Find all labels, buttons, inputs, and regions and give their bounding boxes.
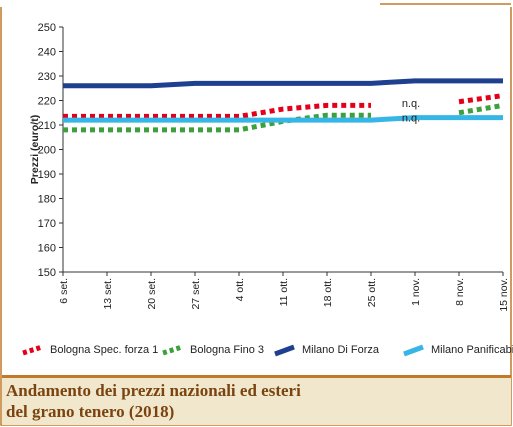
- y-tick-label: 160: [38, 243, 56, 255]
- title-line-1: Andamento dei prezzi nazionali ed esteri: [6, 381, 301, 400]
- line-chart: Prezzi (euro/t) 150 160 170 180 190 200 210 220…: [29, 22, 510, 312]
- legend-label: Bologna Fino 3: [190, 344, 264, 356]
- x-tick-label: 20 set.: [146, 278, 158, 310]
- legend-swatch: [274, 344, 295, 357]
- x-tick-label: 15 nov.: [498, 278, 510, 312]
- legend-label: Milano Di Forza: [302, 344, 380, 356]
- series-0-line: [63, 93, 504, 119]
- legend-label: Milano Panificabile: [431, 344, 513, 356]
- x-tick-label: 6 set.: [58, 278, 70, 304]
- y-tick-label: 190: [38, 169, 56, 181]
- chart-title: Andamento dei prezzi nazionali ed esteri…: [2, 375, 511, 425]
- series-line-segment: [63, 78, 503, 89]
- x-tick-label: 4 ott.: [234, 278, 246, 301]
- legend-swatch: [162, 344, 183, 356]
- y-tick-label: 180: [38, 194, 56, 206]
- x-tick-label: 27 set.: [190, 278, 202, 310]
- y-axis-label: Prezzi (euro/t): [29, 115, 41, 184]
- legend-swatch: [403, 344, 424, 357]
- x-tick-label: 25 ott.: [366, 278, 378, 307]
- y-tick-label: 210: [38, 120, 56, 132]
- legend-label: Bologna Spec. forza 1: [50, 344, 159, 356]
- legend-swatch: [22, 344, 43, 356]
- series-1-line: [63, 102, 504, 133]
- series-3-line: [63, 115, 503, 123]
- series-line-segment: [63, 112, 371, 133]
- x-tick-label: 8 nov.: [454, 278, 466, 306]
- x-tick-label: 1 nov.: [410, 278, 422, 306]
- series-line-segment: [63, 102, 371, 119]
- y-tick-label: 170: [38, 218, 56, 230]
- y-tick-label: 230: [38, 71, 56, 83]
- y-tick-label: 150: [38, 267, 56, 279]
- y-tick-label: 250: [38, 22, 56, 34]
- x-tick-label: 11 ott.: [278, 278, 290, 306]
- y-tick-label: 240: [38, 47, 56, 59]
- annotation-nq: n.q.: [402, 113, 420, 125]
- x-tick-label: 18 ott.: [322, 278, 334, 307]
- annotation-nq: n.q.: [402, 98, 420, 110]
- x-tick-label: 13 set.: [102, 278, 114, 310]
- series-line-segment: [458, 102, 504, 116]
- series-line-segment: [458, 93, 504, 105]
- series-2-line: [63, 78, 503, 89]
- y-tick-label: 220: [38, 96, 56, 108]
- title-line-2: del grano tenero (2018): [6, 402, 175, 421]
- series-line-segment: [63, 115, 503, 123]
- legend: Bologna Spec. forza 1 Bologna Fino 3 Milan…: [0, 340, 513, 362]
- y-tick-label: 200: [38, 145, 56, 157]
